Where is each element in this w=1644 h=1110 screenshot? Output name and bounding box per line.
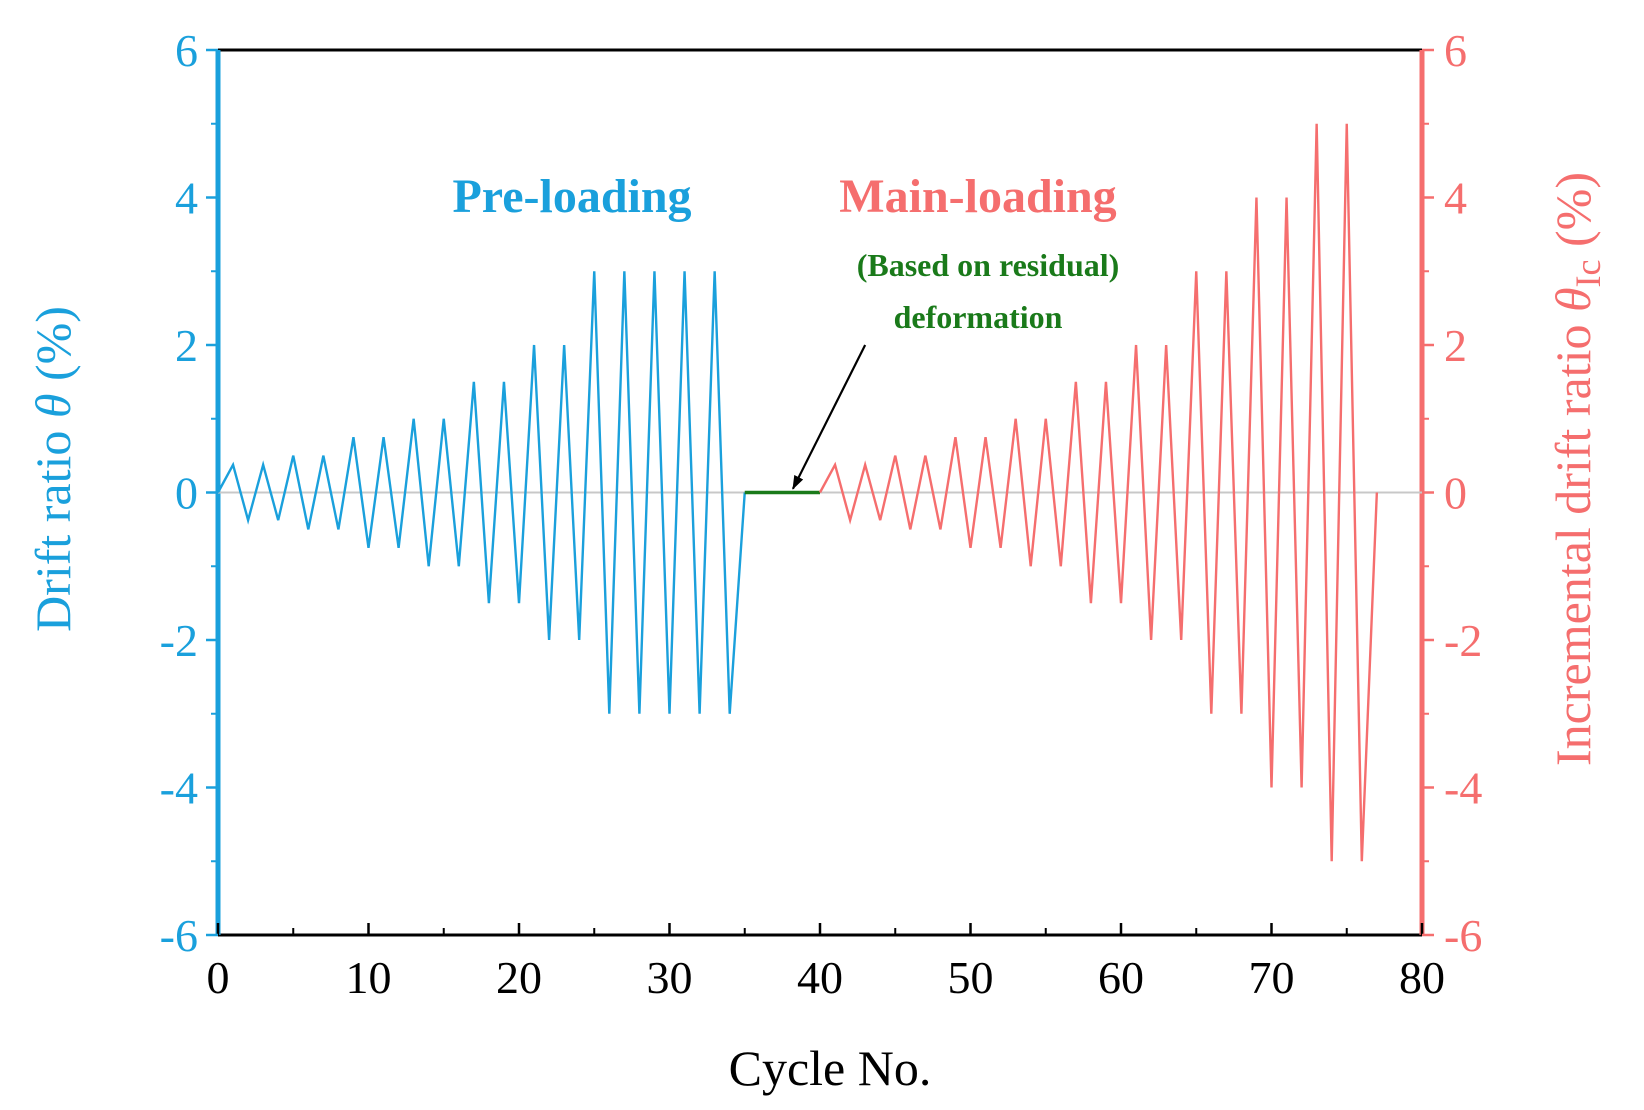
y-right-tick-label: -4 <box>1444 763 1482 814</box>
y-axis-left-title: Drift ratio θ (%) <box>25 306 81 632</box>
residual-label-line1: (Based on residual) <box>857 247 1120 283</box>
x-axis-title: Cycle No. <box>729 1040 932 1096</box>
y-left-tick-label: -4 <box>160 763 198 814</box>
y-right-tick-label: 0 <box>1444 468 1467 519</box>
y-left-tick-layer: -6 -4 -2 0 2 4 6 <box>160 25 218 961</box>
y-left-tick-label: 6 <box>175 25 198 76</box>
x-tick-label: 60 <box>1098 952 1144 1003</box>
x-tick-label: 80 <box>1399 952 1445 1003</box>
y-left-tick-label: 0 <box>175 468 198 519</box>
y-left-title-text: Drift ratio <box>25 418 81 632</box>
residual-arrow <box>791 344 867 490</box>
y-right-tick-label: 6 <box>1444 25 1467 76</box>
y-right-tick-label: 2 <box>1444 320 1467 371</box>
x-tick-label: 30 <box>647 952 693 1003</box>
y-left-title-symbol: θ <box>25 394 81 419</box>
y-right-tick-label: -6 <box>1444 910 1482 961</box>
x-tick-layer: 0 10 20 30 40 50 60 70 80 <box>207 923 1445 1003</box>
series-main-loading <box>818 123 1379 862</box>
y-right-tick-label: -2 <box>1444 615 1482 666</box>
x-tick-label: 20 <box>496 952 542 1003</box>
y-right-tick-label: 4 <box>1444 173 1467 224</box>
residual-label-line2: deformation <box>894 299 1063 335</box>
y-left-tick-label: -2 <box>160 615 198 666</box>
y-left-tick-label: -6 <box>160 910 198 961</box>
pre-loading-label: Pre-loading <box>452 170 691 223</box>
x-tick-label: 50 <box>948 952 994 1003</box>
x-tick-label: 40 <box>797 952 843 1003</box>
y-right-tick-layer: -6 -4 -2 0 2 4 6 <box>1422 25 1482 961</box>
y-right-title-subscript: Ic <box>1568 259 1608 287</box>
main-loading-label: Main-loading <box>839 170 1116 223</box>
x-tick-label: 70 <box>1249 952 1295 1003</box>
series-pre-loading <box>216 271 746 714</box>
y-left-title-unit: (%) <box>25 306 81 393</box>
series-layer <box>216 123 1379 862</box>
x-tick-label: 10 <box>346 952 392 1003</box>
y-left-tick-label: 4 <box>175 173 198 224</box>
y-right-title-unit: (%) <box>1545 172 1601 259</box>
y-right-title-text: Incremental drift ratio <box>1545 312 1601 766</box>
y-right-title-symbol: θ <box>1545 287 1601 312</box>
y-axis-right-title: Incremental drift ratio θIc (%) <box>1545 172 1608 766</box>
x-tick-label: 0 <box>207 952 230 1003</box>
y-left-tick-label: 2 <box>175 320 198 371</box>
